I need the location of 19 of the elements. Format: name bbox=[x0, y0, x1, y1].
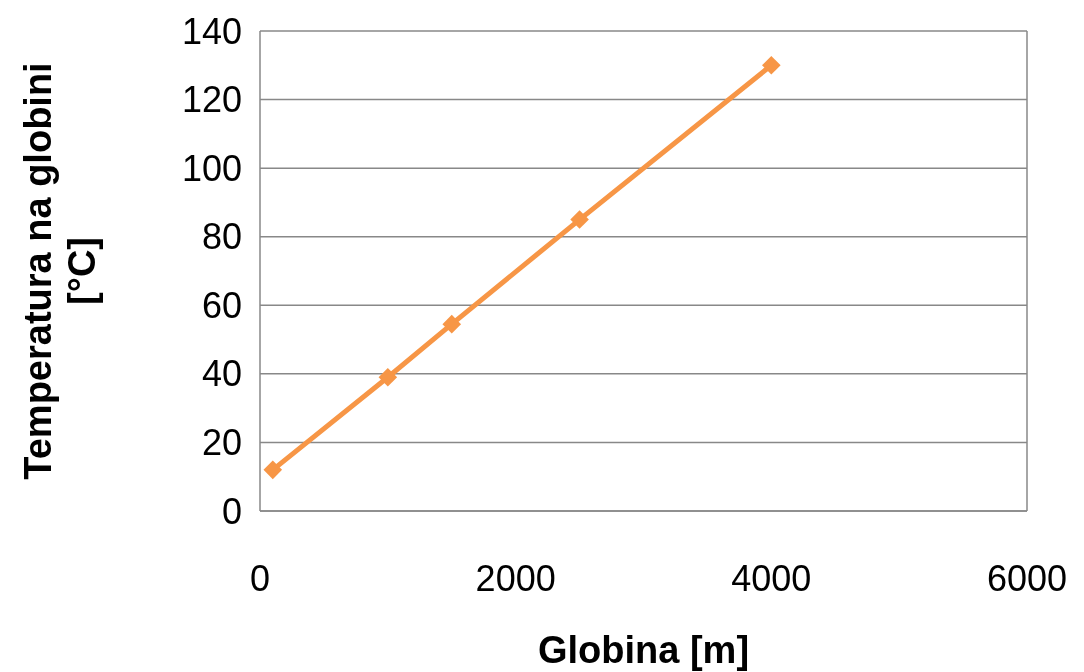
x-tick-label: 6000 bbox=[986, 557, 1068, 599]
point bbox=[263, 460, 283, 480]
x-tick-label: 4000 bbox=[731, 557, 812, 599]
y-tick-label: 20 bbox=[201, 421, 242, 463]
point bbox=[442, 314, 462, 334]
y-tick-label: 60 bbox=[201, 284, 242, 326]
y-tick-label: 120 bbox=[181, 79, 242, 121]
y-tick-label: 100 bbox=[181, 147, 242, 189]
y-tick-label: 80 bbox=[201, 216, 242, 258]
x-tick-label: 0 bbox=[249, 557, 271, 599]
y-tick-label: 0 bbox=[221, 490, 242, 532]
x-tick-label: 2000 bbox=[475, 557, 556, 599]
y-axis-title: Temperatura na globini [°C] bbox=[17, 62, 103, 480]
x-axis-title: Globina [m] bbox=[537, 629, 750, 671]
y-tick-label: 140 bbox=[181, 10, 242, 52]
point bbox=[570, 210, 589, 229]
point bbox=[378, 368, 398, 387]
y-tick-label: 40 bbox=[201, 353, 242, 395]
point bbox=[762, 56, 781, 75]
